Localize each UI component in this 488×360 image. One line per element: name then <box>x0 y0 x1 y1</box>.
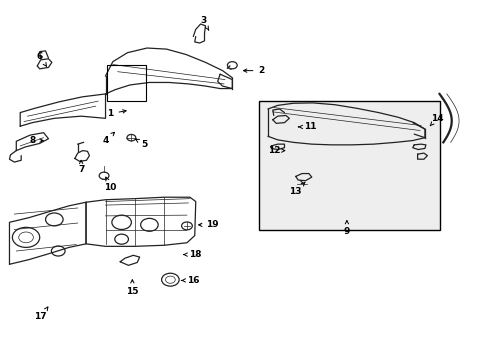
Text: 19: 19 <box>198 220 219 229</box>
Text: 16: 16 <box>181 276 199 285</box>
Text: 18: 18 <box>183 250 202 259</box>
Text: 8: 8 <box>29 136 43 145</box>
Text: 3: 3 <box>200 16 208 30</box>
Text: 12: 12 <box>268 146 285 155</box>
Text: 5: 5 <box>135 139 147 149</box>
Text: 2: 2 <box>243 66 264 75</box>
Text: 11: 11 <box>298 122 316 131</box>
Bar <box>107 65 146 101</box>
Text: 17: 17 <box>34 307 48 321</box>
Text: 7: 7 <box>78 160 84 174</box>
Bar <box>259 101 439 230</box>
Text: 15: 15 <box>126 280 138 296</box>
Text: 6: 6 <box>37 52 46 66</box>
Text: 14: 14 <box>429 114 443 126</box>
Text: 1: 1 <box>107 109 126 118</box>
Text: 10: 10 <box>104 177 116 192</box>
Text: 13: 13 <box>289 182 305 196</box>
Text: 9: 9 <box>343 221 349 237</box>
Text: 4: 4 <box>102 132 114 145</box>
